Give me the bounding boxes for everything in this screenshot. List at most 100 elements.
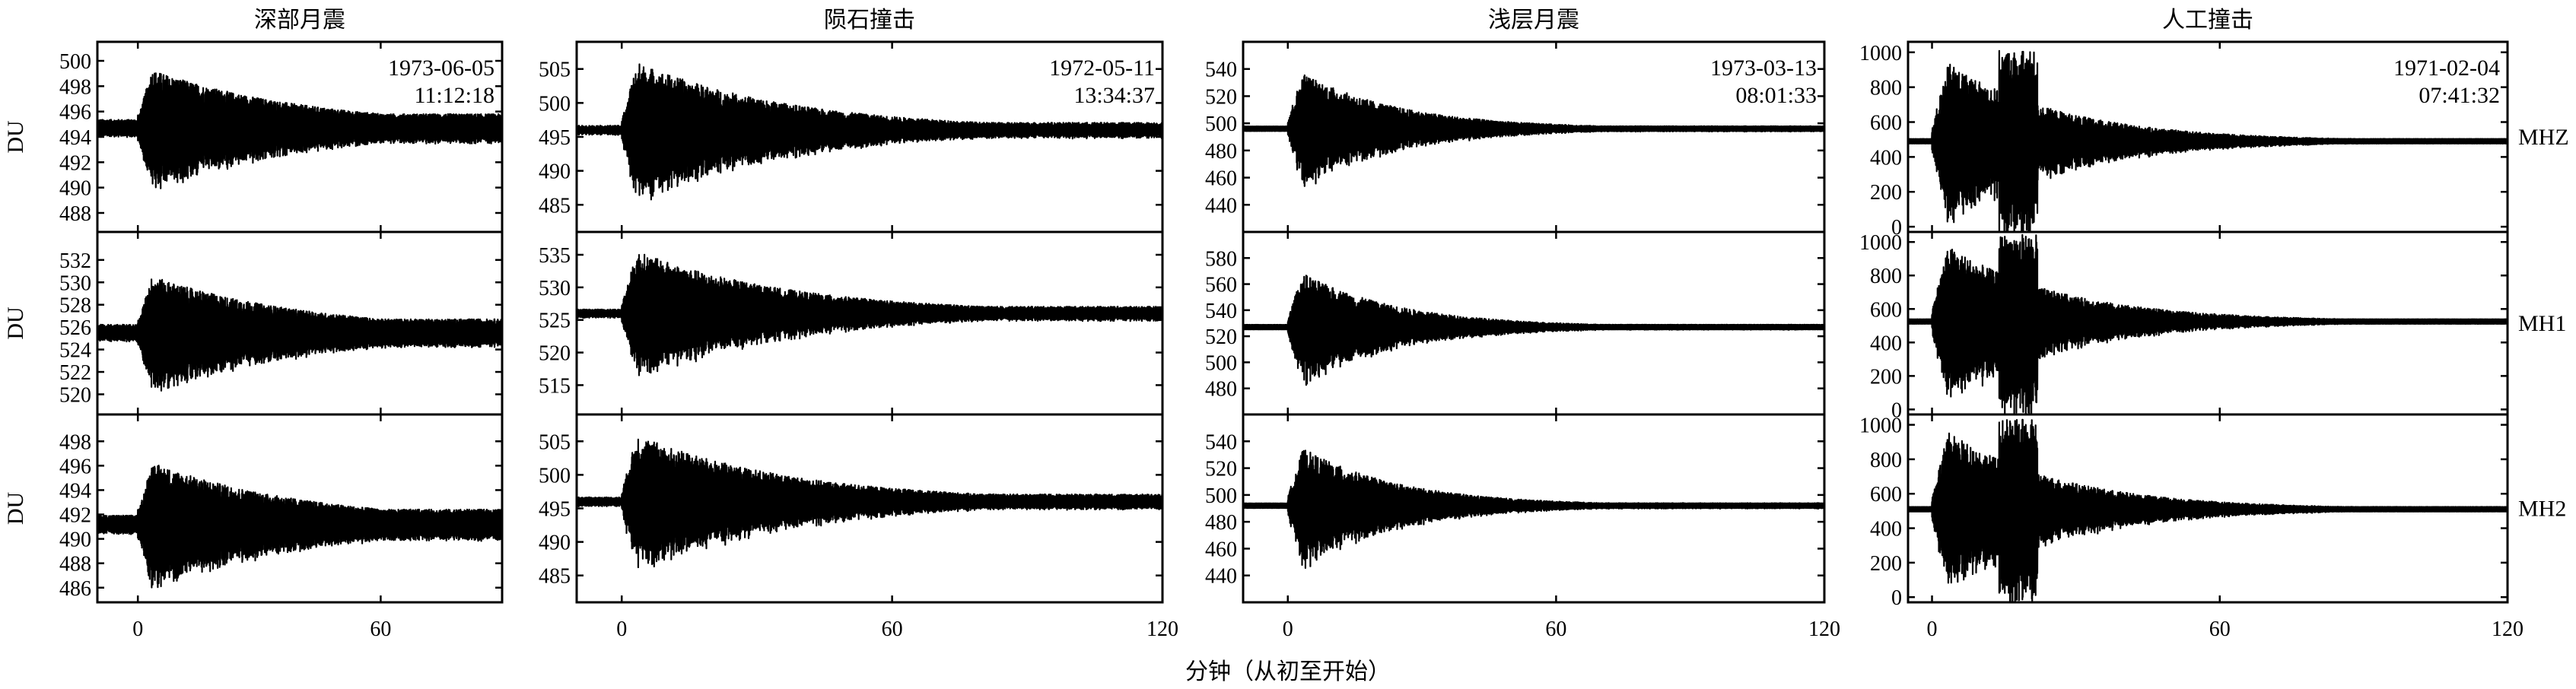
y-tick-label: 495	[539, 126, 571, 150]
y-tick-label: 400	[1870, 332, 1902, 355]
y-tick-label: 480	[1205, 378, 1237, 402]
x-tick-label: 60	[370, 618, 391, 641]
y-tick-label: 540	[1205, 59, 1237, 82]
y-tick-label: 520	[1205, 458, 1237, 481]
y-tick-label: 580	[1205, 247, 1237, 271]
panel-mh1: 515 520 525 530 535	[539, 230, 1164, 416]
y-tick-label: 530	[59, 271, 91, 295]
y-tick-label: 600	[1870, 483, 1902, 506]
waveform-trace	[1243, 275, 1824, 386]
event-title: 人工撞击	[2162, 7, 2253, 33]
y-tick-label: 520	[1205, 85, 1237, 109]
y-tick-label: 200	[1870, 365, 1902, 389]
y-tick-label: 525	[539, 310, 571, 333]
panel-mh1: 0 200 400 600 800 1000 MH1	[1859, 230, 2566, 422]
y-tick-label: 526	[59, 316, 91, 340]
y-tick-label: 440	[1205, 194, 1237, 217]
y-axis-label: DU	[3, 492, 28, 525]
waveform-trace	[1243, 449, 1824, 569]
y-tick-label: 522	[59, 361, 91, 385]
y-tick-label: 494	[59, 126, 91, 150]
y-tick-label: 500	[59, 50, 91, 74]
y-tick-label: 488	[59, 202, 91, 226]
x-axis-label: 分钟（从初至开始）	[1185, 659, 1391, 685]
y-axis-label: DU	[3, 306, 28, 340]
y-tick-label: 500	[539, 464, 571, 487]
y-tick-label: 496	[59, 101, 91, 125]
y-tick-label: 495	[539, 498, 571, 522]
x-tick-label: 60	[882, 618, 903, 641]
x-tick-label: 120	[1146, 618, 1178, 641]
y-tick-label: 535	[539, 244, 571, 268]
waveform-trace	[1908, 418, 2508, 602]
panel-frame	[1907, 413, 2509, 604]
waveform-trace	[1908, 49, 2508, 232]
panel-mh2: 440 460 480 500 520 540	[1205, 413, 1826, 604]
y-tick-label: 400	[1870, 518, 1902, 541]
y-tick-label: 505	[539, 59, 571, 82]
y-tick-label: 540	[1205, 300, 1237, 323]
channel-label: MH1	[2518, 311, 2566, 336]
waveform-trace	[1243, 74, 1824, 187]
panel-frame	[1242, 413, 1826, 604]
y-tick-label: 490	[59, 177, 91, 201]
y-tick-label: 0	[1891, 586, 1902, 610]
y-tick-label: 800	[1870, 265, 1902, 288]
y-tick-label: 480	[1205, 140, 1237, 164]
event-title: 深部月震	[254, 7, 345, 33]
y-tick-label: 560	[1205, 274, 1237, 297]
panel-mh2: 0 200 400 600 800 1000 MH2	[1859, 413, 2566, 610]
event-time: 11:12:18	[414, 83, 495, 108]
waveform-trace	[577, 438, 1162, 569]
y-tick-label: 524	[59, 339, 91, 363]
y-tick-label: 500	[1205, 113, 1237, 136]
y-tick-label: 200	[1870, 181, 1902, 205]
y-tick-label: 515	[539, 374, 571, 398]
y-tick-label: 500	[539, 92, 571, 116]
x-tick-label: 0	[132, 618, 143, 641]
y-tick-label: 1000	[1859, 231, 1902, 255]
panel-mh2: 485 490 495 500 505	[539, 413, 1164, 604]
event-date: 1973-03-13	[1710, 56, 1817, 81]
event-time: 08:01:33	[1735, 83, 1817, 108]
event-title: 浅层月震	[1488, 7, 1579, 33]
y-tick-label: 0	[1891, 398, 1902, 422]
y-tick-label: 520	[1205, 325, 1237, 349]
waveform-trace	[577, 253, 1162, 376]
y-tick-label: 600	[1870, 298, 1902, 322]
y-tick-label: 490	[539, 532, 571, 555]
event-time: 07:41:32	[2419, 83, 2500, 108]
y-tick-label: 492	[59, 151, 91, 175]
y-tick-label: 485	[539, 194, 571, 217]
y-tick-label: 1000	[1859, 414, 1902, 438]
y-tick-label: 460	[1205, 167, 1237, 191]
y-tick-label: 490	[59, 529, 91, 552]
y-tick-label: 440	[1205, 565, 1237, 589]
x-tick-label: 0	[1283, 618, 1293, 641]
x-tick-label: 0	[1927, 618, 1938, 641]
y-tick-label: 496	[59, 455, 91, 478]
y-tick-label: 485	[539, 565, 571, 589]
y-tick-label: 505	[539, 430, 571, 454]
x-tick-label: 120	[1808, 618, 1840, 641]
channel-label: MH2	[2518, 497, 2566, 522]
y-tick-label: 492	[59, 504, 91, 528]
event-date: 1971-02-04	[2393, 56, 2500, 81]
y-tick-label: 490	[539, 160, 571, 184]
y-tick-label: 540	[1205, 430, 1237, 454]
y-tick-label: 400	[1870, 146, 1902, 170]
y-tick-label: 480	[1205, 511, 1237, 535]
x-tick-label: 60	[1545, 618, 1566, 641]
y-tick-label: 500	[1205, 351, 1237, 375]
